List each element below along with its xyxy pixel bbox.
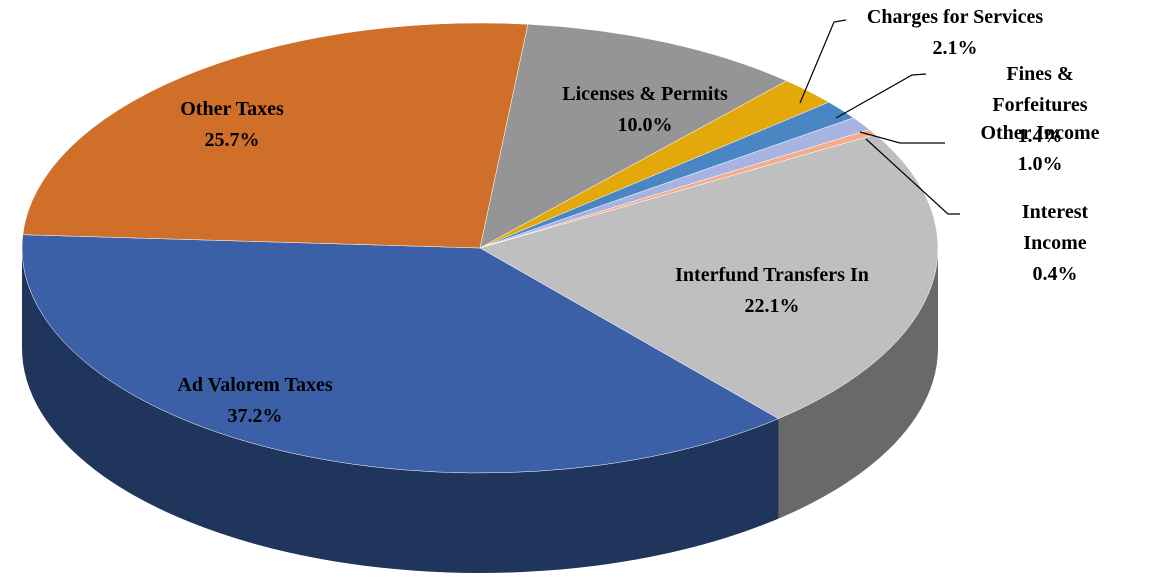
slice-side [778,248,938,519]
leader-line [835,73,927,119]
slice-category-label: Other Income [980,122,1100,144]
slice-category-label: Ad Valorem Taxes [177,374,333,396]
slice-label: Ad Valorem Taxes 37.2% [177,370,332,432]
slice-value-label: 10.0% [617,114,673,136]
slice-label: Charges for Services 2.1% [867,2,1043,64]
slice-category-label: Interest Income [1021,201,1089,254]
slice [22,22,529,249]
slice [479,134,939,419]
slice-value-label: 0.4% [1032,263,1078,285]
slice-category-label: Licenses & Permits [562,83,728,105]
slice-value-label: 2.1% [932,37,978,59]
slice-value-label: 37.2% [227,405,283,427]
slice-label: Interfund Transfers In 22.1% [662,260,882,322]
slice-label: Fines & Forfeitures 1.4% [974,59,1107,152]
slice-label: Other Income 1.0% [980,118,1099,180]
slice-label: Other Taxes 25.7% [180,94,284,156]
slice [479,23,788,249]
slice-category-label: Fines & Forfeitures [992,63,1088,116]
slice-value-label: 1.4% [1017,125,1063,147]
slice-category-label: Interfund Transfers In [675,264,869,286]
leader-line [799,19,847,104]
slice-value-label: 1.0% [1017,153,1063,175]
slice-value-label: 25.7% [204,129,260,151]
leader-line [859,131,945,144]
slice-category-label: Other Taxes [180,98,284,120]
slice-label: Licenses & Permits 10.0% [562,79,728,141]
leader-line [865,138,960,215]
slice-label: Interest Income 0.4% [996,197,1114,290]
slice-side [22,248,779,573]
slice [21,234,780,474]
slice-category-label: Charges for Services [866,6,1044,28]
slice-value-label: 22.1% [744,295,800,317]
